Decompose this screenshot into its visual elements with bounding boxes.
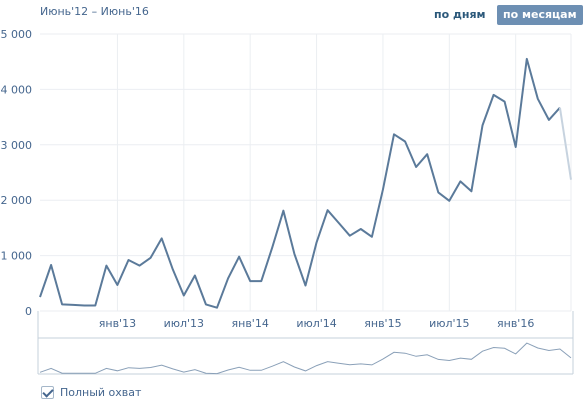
full-reach-checkbox[interactable] <box>41 386 54 399</box>
full-reach-toggle[interactable]: Полный охват <box>41 384 141 400</box>
y-tick-label: 0 <box>25 305 32 318</box>
x-tick-label: янв'14 <box>232 317 269 330</box>
y-tick-label: 1 000 <box>1 250 33 263</box>
y-tick-label: 5 000 <box>1 28 33 41</box>
x-tick-label: июл'13 <box>164 317 204 330</box>
x-tick-label: янв'13 <box>99 317 136 330</box>
x-tick-label: янв'16 <box>497 317 534 330</box>
x-tick-label: янв'15 <box>364 317 401 330</box>
x-axis: янв'13 июл'13 янв'14 июл'14 янв'15 июл'15 янв'… <box>99 317 535 330</box>
series-partial-segment <box>560 108 571 180</box>
series-path <box>40 59 560 308</box>
x-tick-label: июл'14 <box>296 317 336 330</box>
y-axis: 0 1 000 2 000 3 000 4 000 5 000 <box>1 28 33 318</box>
x-tick-label: июл'15 <box>429 317 469 330</box>
series-line <box>39 58 572 309</box>
full-reach-label: Полный охват <box>60 386 141 399</box>
navigator-series-path <box>40 343 571 374</box>
grid <box>40 34 571 311</box>
y-tick-label: 4 000 <box>1 83 33 96</box>
y-tick-label: 3 000 <box>1 139 33 152</box>
y-tick-label: 2 000 <box>1 194 33 207</box>
